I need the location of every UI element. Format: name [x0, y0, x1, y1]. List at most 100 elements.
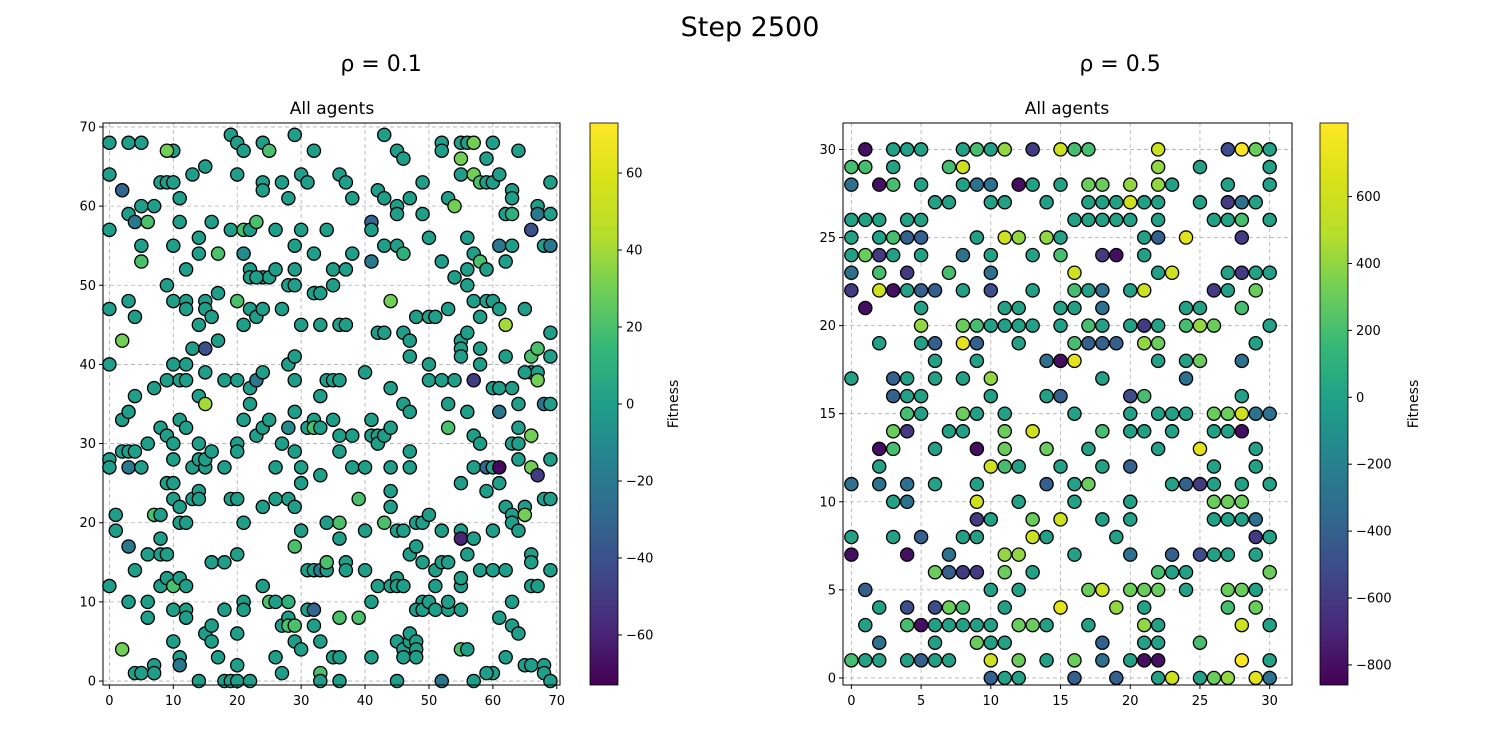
agent-point — [191, 673, 207, 689]
agent-point — [1011, 494, 1026, 510]
agent-point — [504, 206, 520, 222]
agent-point — [447, 198, 462, 214]
agent-point — [102, 460, 117, 475]
y-tick-label: 0 — [88, 675, 96, 690]
agent-point — [1248, 441, 1263, 457]
agent-point — [1192, 441, 1208, 457]
agent-point — [492, 167, 507, 182]
agent-point — [1234, 265, 1250, 280]
colorbar-tick-label: −60 — [626, 628, 653, 643]
agent-point — [1053, 512, 1068, 527]
agent-point — [121, 594, 136, 610]
agent-point — [204, 214, 219, 230]
agent-point — [1136, 582, 1152, 598]
agent-point — [955, 424, 971, 439]
agent-point — [440, 594, 456, 610]
agent-point — [1262, 476, 1277, 492]
agent-point — [927, 353, 943, 369]
agent-point — [1053, 459, 1068, 474]
agent-point — [1053, 318, 1068, 333]
axis-ticks: 0 5 10 15 20 25 30 0 5 10 15 20 25 30 — [819, 143, 1278, 709]
agent-point — [1220, 283, 1236, 298]
agent-point — [1011, 459, 1026, 474]
agent-point — [364, 412, 379, 428]
agent-point — [1234, 353, 1250, 369]
agent-point — [1150, 195, 1166, 210]
agent-point — [293, 317, 309, 333]
agent-point — [217, 460, 232, 475]
agent-point — [127, 562, 143, 578]
agent-point — [1192, 476, 1208, 492]
agent-point — [941, 195, 957, 210]
agent-point — [969, 177, 985, 192]
agent-point — [1150, 142, 1166, 157]
agent-point — [844, 547, 859, 562]
x-tick-label: 0 — [847, 694, 855, 709]
agent-point — [396, 523, 411, 538]
agent-point — [114, 333, 130, 348]
agent-point — [1220, 406, 1236, 421]
agent-point — [983, 247, 999, 263]
agent-point — [440, 420, 456, 435]
agent-point — [955, 406, 971, 421]
agent-point — [517, 507, 533, 523]
agent-point — [306, 246, 322, 261]
agent-point — [460, 404, 475, 420]
agent-point — [913, 406, 929, 421]
agent-point — [364, 594, 379, 610]
x-tick-label: 15 — [1052, 694, 1069, 709]
agent-point — [1095, 635, 1110, 650]
agent-point — [421, 230, 437, 246]
agent-point — [466, 531, 481, 546]
agent-point — [178, 357, 194, 372]
agent-point — [479, 151, 494, 166]
agent-point — [402, 333, 418, 348]
agent-point — [1192, 635, 1208, 650]
agent-point — [885, 159, 901, 175]
agent-point — [913, 388, 929, 404]
agent-point — [479, 665, 494, 681]
agent-point — [983, 653, 999, 668]
agent-point — [1067, 476, 1082, 492]
agent-point — [1234, 617, 1250, 633]
agent-point — [383, 483, 398, 499]
agent-point — [523, 222, 539, 238]
colorbar-tick-label: 600 — [1356, 190, 1381, 205]
agent-point — [844, 159, 859, 175]
agent-point — [185, 167, 200, 182]
agent-point — [511, 396, 526, 412]
agent-point — [402, 444, 418, 459]
agent-point — [941, 159, 957, 175]
agent-point — [511, 420, 526, 435]
agent-point — [927, 600, 943, 615]
agent-point — [1067, 353, 1082, 369]
agent-point — [191, 230, 207, 246]
colorbar-tick-label: 0 — [626, 398, 634, 413]
agent-point — [511, 626, 526, 641]
agent-point — [1122, 212, 1138, 228]
agent-point — [332, 531, 347, 546]
agent-point — [1081, 582, 1096, 598]
agent-point — [927, 335, 943, 351]
agent-point — [955, 371, 971, 386]
agent-point — [1164, 670, 1180, 686]
agent-point — [383, 499, 398, 515]
agent-point — [1122, 318, 1138, 333]
agent-point — [1095, 335, 1110, 351]
agent-point — [1248, 529, 1263, 545]
panel-rho-0-1: ρ = 0.1 All agents 0 10 20 30 40 50 60 70 0 10 20 3… — [79, 52, 682, 709]
agent-point — [204, 444, 219, 459]
agent-point — [261, 412, 277, 428]
colorbar-tick-label: 200 — [1356, 324, 1381, 339]
agent-point — [121, 135, 136, 151]
agent-point — [479, 483, 494, 499]
agent-point — [102, 357, 117, 372]
agent-point — [146, 380, 162, 396]
agent-point — [1248, 547, 1263, 562]
agent-point — [1095, 283, 1110, 298]
agent-point — [1178, 371, 1194, 386]
agent-point — [421, 373, 437, 388]
agent-point — [268, 650, 283, 665]
agent-point — [421, 357, 437, 372]
agent-point — [543, 238, 558, 253]
